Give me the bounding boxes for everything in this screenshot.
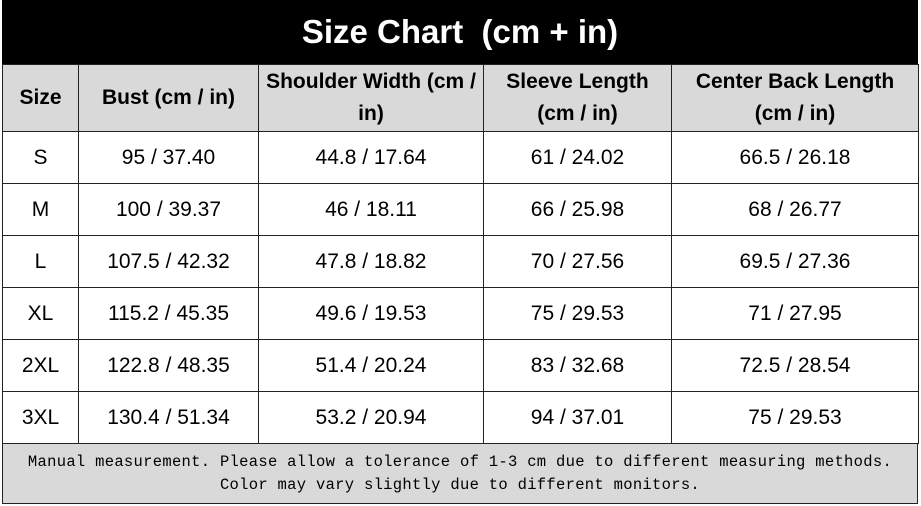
- table-cell: 70 / 27.56: [483, 235, 672, 288]
- footer: Manual measurement. Please allow a toler…: [2, 443, 918, 504]
- table-cell: 71 / 27.95: [671, 287, 919, 340]
- table-cell: 46 / 18.11: [258, 183, 484, 236]
- header-cell: Bust (cm / in): [78, 64, 259, 132]
- size-table: Size Bust (cm / in) Shoulder Width (cm / i…: [2, 64, 919, 444]
- table-cell: 75 / 29.53: [483, 287, 672, 340]
- footer-line: Manual measurement. Please allow a toler…: [27, 452, 893, 471]
- table-cell: 66.5 / 26.18: [671, 131, 919, 184]
- table-cell: 115.2 / 45.35: [78, 287, 259, 340]
- table-cell: 94 / 37.01: [483, 391, 672, 444]
- table-cell: 107.5 / 42.32: [78, 235, 259, 288]
- table-body: S 95 / 37.40 44.8 / 17.64 61 / 24.02 66.5 / …: [2, 131, 919, 444]
- table-cell: 83 / 32.68: [483, 339, 672, 392]
- table-row: 2XL 122.8 / 48.35 51.4 / 20.24 83 / 32.68 72…: [2, 339, 919, 392]
- table-cell: 130.4 / 51.34: [78, 391, 259, 444]
- table-cell: 68 / 26.77: [671, 183, 919, 236]
- table-row: M 100 / 39.37 46 / 18.11 66 / 25.98 68 / 26.…: [2, 183, 919, 236]
- table-cell: XL: [2, 287, 79, 340]
- table-row: L 107.5 / 42.32 47.8 / 18.82 70 / 27.56 69.5…: [2, 235, 919, 288]
- table-row: S 95 / 37.40 44.8 / 17.64 61 / 24.02 66.5 / …: [2, 131, 919, 184]
- footer-line: Color may vary slightly due to different…: [219, 475, 701, 494]
- header-row: Size Bust (cm / in) Shoulder Width (cm / i…: [2, 64, 919, 132]
- table-cell: 122.8 / 48.35: [78, 339, 259, 392]
- table-cell: 53.2 / 20.94: [258, 391, 484, 444]
- table-row: 3XL 130.4 / 51.34 53.2 / 20.94 94 / 37.01 75…: [2, 391, 919, 444]
- table-cell: 61 / 24.02: [483, 131, 672, 184]
- table-cell: 100 / 39.37: [78, 183, 259, 236]
- table-cell: 66 / 25.98: [483, 183, 672, 236]
- table-cell: S: [2, 131, 79, 184]
- table-cell: 75 / 29.53: [671, 391, 919, 444]
- table-cell: 47.8 / 18.82: [258, 235, 484, 288]
- table-cell: 72.5 / 28.54: [671, 339, 919, 392]
- table-row: XL 115.2 / 45.35 49.6 / 19.53 75 / 29.53 71 …: [2, 287, 919, 340]
- header-cell: Center Back Length (cm / in): [671, 64, 919, 132]
- header-cell: Sleeve Length (cm / in): [483, 64, 672, 132]
- table-cell: 69.5 / 27.36: [671, 235, 919, 288]
- table-cell: 95 / 37.40: [78, 131, 259, 184]
- header-cell: Shoulder Width (cm / in): [258, 64, 484, 132]
- header-cell: Size: [2, 64, 79, 132]
- table-cell: 3XL: [2, 391, 79, 444]
- table-cell: 2XL: [2, 339, 79, 392]
- table-cell: L: [2, 235, 79, 288]
- table-cell: M: [2, 183, 79, 236]
- table-cell: 51.4 / 20.24: [258, 339, 484, 392]
- table-cell: 49.6 / 19.53: [258, 287, 484, 340]
- table-cell: 44.8 / 17.64: [258, 131, 484, 184]
- title: Size Chart (cm + in): [2, 0, 918, 64]
